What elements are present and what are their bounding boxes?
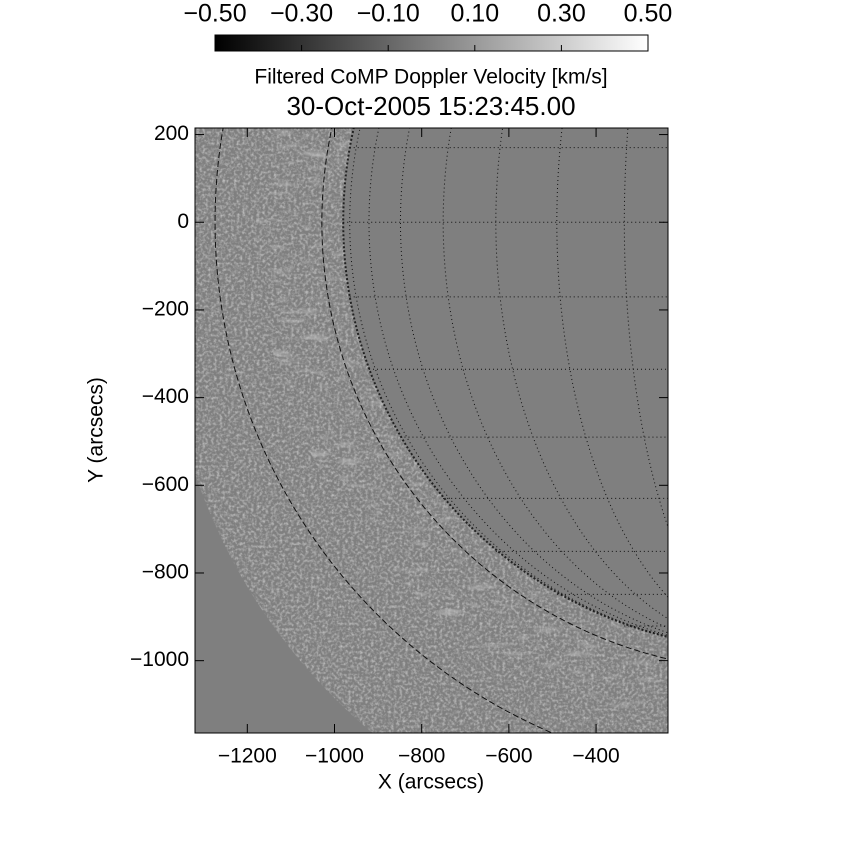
y-tick-label: −200 <box>142 297 189 320</box>
x-tick-label: −1000 <box>305 745 364 768</box>
reference-circle <box>321 128 668 660</box>
chart-subtitle: 30-Oct-2005 15:23:45.00 <box>286 91 575 121</box>
colorbar-tick-label: 0.30 <box>537 0 586 28</box>
y-axis-label: Y (arcsecs) <box>85 377 108 483</box>
plot-frame <box>194 127 669 734</box>
colorbar-tick-label: −0.30 <box>270 0 333 28</box>
y-tick-label: −1000 <box>130 648 189 671</box>
y-tick-label: −600 <box>142 473 189 496</box>
chart-title: Filtered CoMP Doppler Velocity [km/s] <box>254 66 607 89</box>
y-tick-label: −800 <box>142 561 189 584</box>
y-tick-label: 200 <box>154 122 189 145</box>
longitude-line <box>696 0 844 649</box>
x-tick-label: −1200 <box>218 745 277 768</box>
x-tick-label: −800 <box>398 745 445 768</box>
x-tick-label: −600 <box>485 745 532 768</box>
x-tick-label: −400 <box>572 745 619 768</box>
colorbar <box>214 34 649 52</box>
colorbar-tick-label: −0.10 <box>357 0 420 28</box>
x-axis-label: X (arcsecs) <box>378 771 484 794</box>
colorbar-tick-label: 0.10 <box>450 0 499 28</box>
image-area <box>195 0 844 733</box>
corona-inner <box>256 128 668 728</box>
colorbar-tick-label: −0.50 <box>183 0 246 28</box>
y-tick-label: 0 <box>177 210 189 233</box>
colorbar-tick-label: 0.50 <box>624 0 673 28</box>
y-tick-label: −400 <box>142 385 189 408</box>
